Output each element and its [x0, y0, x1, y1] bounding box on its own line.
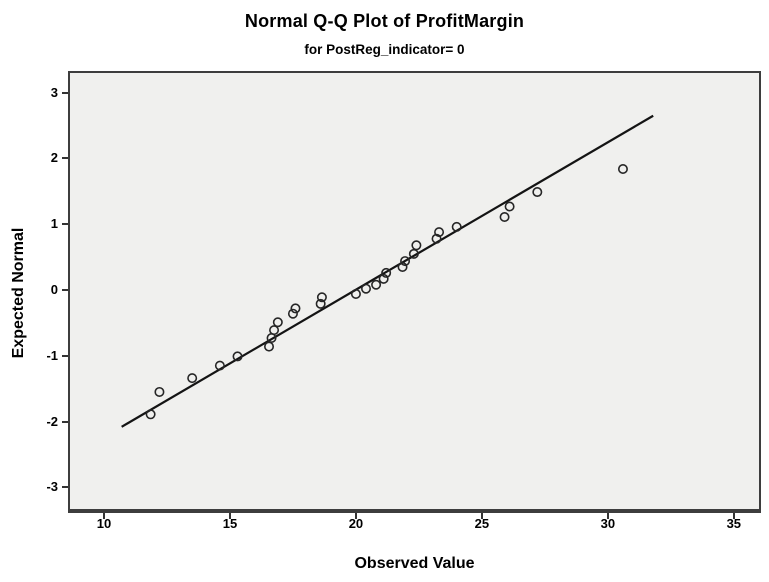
plot-area	[68, 71, 761, 513]
data-point	[145, 409, 156, 420]
data-point	[154, 386, 165, 397]
data-point	[408, 248, 419, 259]
data-point	[187, 373, 198, 384]
data-point	[316, 292, 327, 303]
x-tick-label: 20	[348, 516, 364, 531]
y-tick-label: -2	[46, 413, 58, 429]
data-point	[371, 279, 382, 290]
x-tick-mark	[606, 513, 609, 519]
data-point	[431, 233, 442, 244]
y-tick-mark	[62, 354, 68, 357]
data-point	[378, 273, 389, 284]
y-tick-label: 0	[50, 282, 58, 297]
data-point	[264, 341, 275, 352]
data-point	[381, 267, 392, 278]
x-tick-label: 35	[726, 516, 742, 531]
x-tick-label: 25	[474, 516, 490, 531]
x-tick-label: 15	[222, 516, 238, 531]
data-point	[214, 360, 225, 371]
y-tick-mark	[62, 289, 68, 291]
reference-line	[121, 114, 654, 428]
data-point	[290, 303, 301, 314]
x-tick-mark	[732, 513, 735, 519]
data-point	[287, 308, 298, 319]
chart-subtitle: for PostReg_indicator= 0	[304, 42, 465, 57]
y-tick-label: -1	[46, 347, 58, 363]
y-tick-mark	[62, 91, 68, 94]
data-point	[361, 283, 372, 294]
y-axis-label: Expected Normal	[10, 227, 27, 359]
x-tick-label: 10	[96, 516, 112, 531]
plot-canvas	[121, 114, 654, 428]
y-tick-label: 2	[50, 150, 58, 166]
x-tick-mark	[354, 513, 357, 519]
data-point	[269, 325, 280, 336]
x-tick-label: 30	[600, 516, 616, 531]
y-tick-mark	[62, 486, 68, 489]
data-point	[272, 317, 283, 328]
chart-title: Normal Q-Q Plot of ProfitMargin	[244, 11, 525, 31]
data-point	[232, 351, 243, 362]
data-point	[411, 240, 422, 251]
x-tick-mark	[103, 513, 105, 519]
y-tick-mark	[62, 157, 68, 160]
data-point	[397, 261, 408, 272]
data-point	[499, 212, 510, 223]
data-point	[532, 187, 543, 198]
data-point	[617, 164, 628, 175]
y-tick-label: 3	[50, 84, 58, 100]
y-tick-label: -3	[46, 479, 58, 495]
data-point	[315, 298, 326, 309]
data-point	[434, 227, 445, 238]
x-axis-label: Observed Value	[354, 555, 475, 572]
y-tick-mark	[62, 420, 68, 423]
data-point	[451, 221, 462, 232]
data-point	[504, 201, 515, 212]
y-tick-mark	[62, 223, 68, 226]
data-point	[400, 256, 411, 267]
x-tick-mark	[480, 513, 483, 519]
y-tick-label: 1	[50, 216, 58, 232]
x-tick-mark	[228, 513, 231, 519]
data-point	[350, 288, 361, 299]
